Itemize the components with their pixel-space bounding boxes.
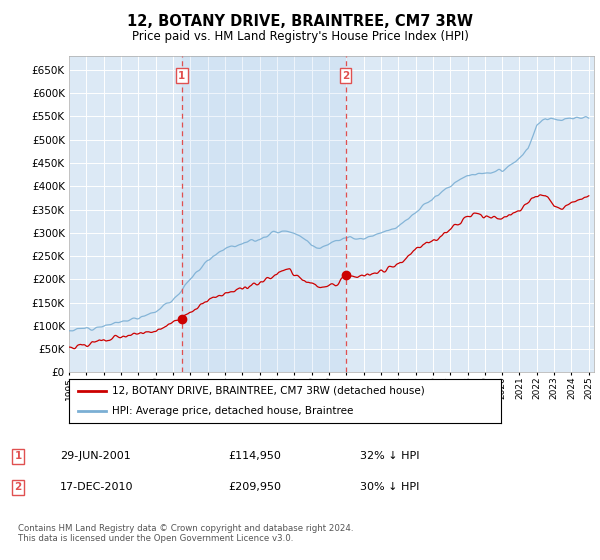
Text: 1: 1: [14, 451, 22, 461]
Text: HPI: Average price, detached house, Braintree: HPI: Average price, detached house, Brai…: [112, 406, 353, 416]
Text: 2: 2: [14, 482, 22, 492]
Text: Price paid vs. HM Land Registry's House Price Index (HPI): Price paid vs. HM Land Registry's House …: [131, 30, 469, 43]
Text: Contains HM Land Registry data © Crown copyright and database right 2024.
This d: Contains HM Land Registry data © Crown c…: [18, 524, 353, 543]
Text: 30% ↓ HPI: 30% ↓ HPI: [360, 482, 419, 492]
Text: 1: 1: [178, 71, 185, 81]
Text: £209,950: £209,950: [228, 482, 281, 492]
Bar: [182, 56, 346, 372]
Text: £114,950: £114,950: [228, 451, 281, 461]
Text: 17-DEC-2010: 17-DEC-2010: [60, 482, 133, 492]
Text: 29-JUN-2001: 29-JUN-2001: [60, 451, 131, 461]
Text: 12, BOTANY DRIVE, BRAINTREE, CM7 3RW: 12, BOTANY DRIVE, BRAINTREE, CM7 3RW: [127, 14, 473, 29]
Text: 2: 2: [342, 71, 349, 81]
Text: 32% ↓ HPI: 32% ↓ HPI: [360, 451, 419, 461]
Text: 12, BOTANY DRIVE, BRAINTREE, CM7 3RW (detached house): 12, BOTANY DRIVE, BRAINTREE, CM7 3RW (de…: [112, 386, 425, 396]
